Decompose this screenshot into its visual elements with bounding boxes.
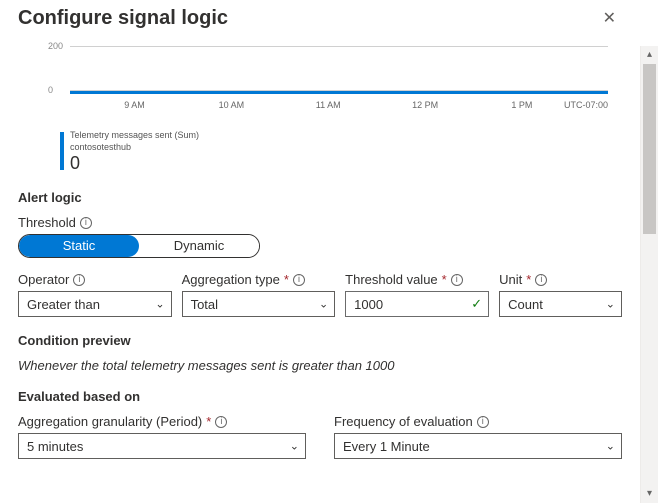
info-icon[interactable]: i xyxy=(293,274,305,286)
evaluated-row: Aggregation granularity (Period) * i 5 m… xyxy=(18,414,622,459)
unit-select[interactable]: Count ⌄ xyxy=(499,291,622,317)
chevron-down-icon: ⌄ xyxy=(606,298,615,311)
unit-label-text: Unit xyxy=(499,272,522,287)
scroll-down-icon[interactable]: ▾ xyxy=(641,485,658,503)
threshold-value-label-text: Threshold value xyxy=(345,272,438,287)
gridline xyxy=(70,46,608,47)
x-tick: 10 AM xyxy=(219,100,245,110)
condition-preview-text: Whenever the total telemetry messages se… xyxy=(18,358,622,373)
chart-plot: 200 0 xyxy=(46,42,608,94)
chevron-down-icon: ⌄ xyxy=(155,298,164,311)
legend-resource: contosotesthub xyxy=(70,142,199,154)
alert-logic-heading: Alert logic xyxy=(18,190,622,205)
chevron-down-icon: ⌄ xyxy=(290,440,299,453)
vertical-scrollbar[interactable]: ▴ ▾ xyxy=(640,46,658,503)
required-marker: * xyxy=(442,272,447,287)
chevron-down-icon: ⌄ xyxy=(319,298,328,311)
timezone-label: UTC-07:00 xyxy=(564,100,608,110)
required-marker: * xyxy=(206,414,211,429)
y-tick-0: 0 xyxy=(48,85,53,95)
required-marker: * xyxy=(284,272,289,287)
granularity-value: 5 minutes xyxy=(27,439,83,454)
chart-legend: Telemetry messages sent (Sum) contosotes… xyxy=(60,130,608,174)
metric-chart: 200 0 9 AM 10 AM 11 AM 12 PM 1 PM UTC-07… xyxy=(32,42,608,174)
info-icon[interactable]: i xyxy=(477,416,489,428)
threshold-label-text: Threshold xyxy=(18,215,76,230)
operator-select[interactable]: Greater than ⌄ xyxy=(18,291,172,317)
aggtype-label: Aggregation type * i xyxy=(182,272,336,287)
operator-value: Greater than xyxy=(27,297,100,312)
threshold-value-label: Threshold value * i xyxy=(345,272,489,287)
panel-title: Configure signal logic xyxy=(18,7,228,30)
x-axis: 9 AM 10 AM 11 AM 12 PM 1 PM UTC-07:00 xyxy=(70,100,608,112)
unit-value: Count xyxy=(508,297,543,312)
x-tick: 11 AM xyxy=(316,100,341,110)
info-icon[interactable]: i xyxy=(451,274,463,286)
aggregation-type-select[interactable]: Total ⌄ xyxy=(182,291,336,317)
x-tick: 9 AM xyxy=(124,100,145,110)
info-icon[interactable]: i xyxy=(535,274,547,286)
info-icon[interactable]: i xyxy=(80,217,92,229)
alert-fields-row: Operator i Greater than ⌄ Aggregation ty… xyxy=(18,272,622,317)
scroll-up-icon[interactable]: ▴ xyxy=(641,46,658,64)
x-tick: 1 PM xyxy=(511,100,532,110)
frequency-value: Every 1 Minute xyxy=(343,439,430,454)
legend-metric-name: Telemetry messages sent (Sum) xyxy=(70,130,199,142)
x-tick: 12 PM xyxy=(412,100,438,110)
scroll-thumb[interactable] xyxy=(643,64,656,234)
chart-series-line xyxy=(70,91,608,94)
chevron-down-icon: ⌄ xyxy=(606,440,615,453)
legend-current-value: 0 xyxy=(70,153,199,174)
legend-color-bar xyxy=(60,132,64,170)
frequency-select[interactable]: Every 1 Minute ⌄ xyxy=(334,433,622,459)
info-icon[interactable]: i xyxy=(215,416,227,428)
condition-preview-heading: Condition preview xyxy=(18,333,622,348)
threshold-value-input[interactable]: 1000 ✓ xyxy=(345,291,489,317)
granularity-select[interactable]: 5 minutes ⌄ xyxy=(18,433,306,459)
aggtype-value: Total xyxy=(191,297,218,312)
check-icon: ✓ xyxy=(471,296,482,312)
threshold-toggle: Static Dynamic xyxy=(18,234,260,258)
legend-text-block: Telemetry messages sent (Sum) contosotes… xyxy=(70,130,199,174)
threshold-dynamic-option[interactable]: Dynamic xyxy=(139,235,259,257)
evaluated-heading: Evaluated based on xyxy=(18,389,622,404)
close-icon[interactable]: ✕ xyxy=(597,4,622,32)
frequency-label: Frequency of evaluation i xyxy=(334,414,622,429)
threshold-label: Threshold i xyxy=(18,215,622,230)
configure-signal-logic-panel: Configure signal logic ✕ 200 0 9 AM 10 A… xyxy=(0,0,640,503)
required-marker: * xyxy=(526,272,531,287)
granularity-label: Aggregation granularity (Period) * i xyxy=(18,414,306,429)
threshold-value-text: 1000 xyxy=(354,297,383,312)
threshold-static-option[interactable]: Static xyxy=(19,235,139,257)
granularity-label-text: Aggregation granularity (Period) xyxy=(18,414,202,429)
frequency-label-text: Frequency of evaluation xyxy=(334,414,473,429)
panel-header: Configure signal logic ✕ xyxy=(18,4,622,32)
operator-label-text: Operator xyxy=(18,272,69,287)
y-tick-200: 200 xyxy=(48,41,63,51)
aggtype-label-text: Aggregation type xyxy=(182,272,280,287)
info-icon[interactable]: i xyxy=(73,274,85,286)
operator-label: Operator i xyxy=(18,272,172,287)
unit-label: Unit * i xyxy=(499,272,622,287)
